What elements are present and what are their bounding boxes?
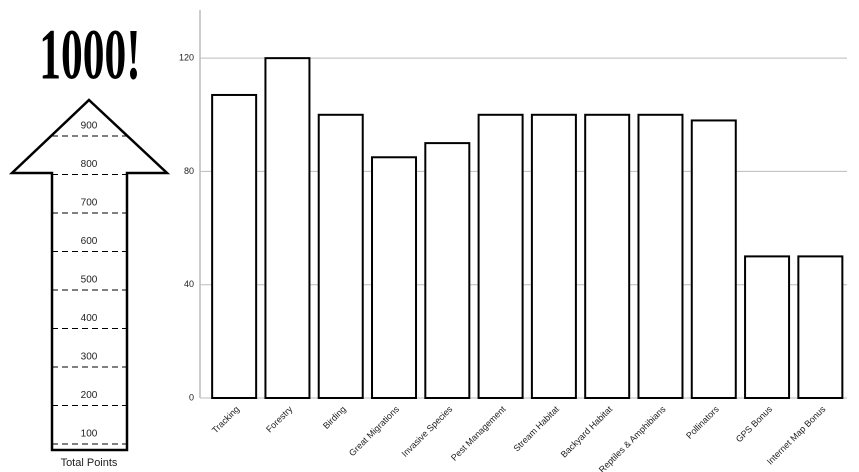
- progress-tick-label: 700: [81, 198, 98, 209]
- x-tick-label: GPS Bonus: [734, 404, 775, 445]
- bar: [211, 93, 258, 399]
- progress-tick-label: 200: [81, 390, 98, 401]
- x-tick-label: Forestry: [264, 404, 295, 435]
- y-tick-label: 0: [189, 392, 194, 402]
- bar: [744, 255, 791, 399]
- x-tick-label: Pest Management: [449, 404, 508, 463]
- bar: [637, 113, 684, 399]
- bar: [477, 113, 524, 399]
- bar: [317, 113, 364, 399]
- bar: [584, 113, 631, 399]
- progress-tick-label: 900: [81, 121, 98, 132]
- bar: [424, 142, 471, 399]
- progress-tick-label: 600: [81, 236, 98, 247]
- progress-tick-label: 800: [81, 159, 98, 170]
- bar: [530, 113, 577, 399]
- progress-tick-label: 400: [81, 313, 98, 324]
- bar: [264, 57, 311, 399]
- x-tick-label: Stream Habitat: [511, 404, 561, 454]
- bar: [371, 156, 418, 399]
- x-tick-label: Birding: [321, 404, 348, 431]
- x-tick-label: Pollinators: [684, 404, 721, 441]
- x-tick-label: Great Migrations: [347, 404, 401, 458]
- bar: [690, 119, 737, 400]
- x-tick-label: Invasive Species: [400, 404, 455, 459]
- x-tick-label: Internet Map Bonus: [765, 404, 828, 467]
- y-tick-label: 120: [179, 53, 194, 63]
- y-tick-label: 80: [184, 166, 194, 176]
- progress-label: Total Points: [61, 457, 118, 469]
- bar: [797, 255, 844, 399]
- progress-tick-label: 300: [81, 352, 98, 363]
- progress-tick-label: 500: [81, 275, 98, 286]
- x-tick-label: Tracking: [210, 404, 241, 435]
- progress-title: 1000!: [39, 14, 140, 94]
- progress-arrow: [8, 98, 171, 452]
- y-tick-label: 40: [184, 279, 194, 289]
- progress-tick-label: 100: [81, 429, 98, 440]
- x-tick-label: Backyard Habitat: [559, 404, 615, 460]
